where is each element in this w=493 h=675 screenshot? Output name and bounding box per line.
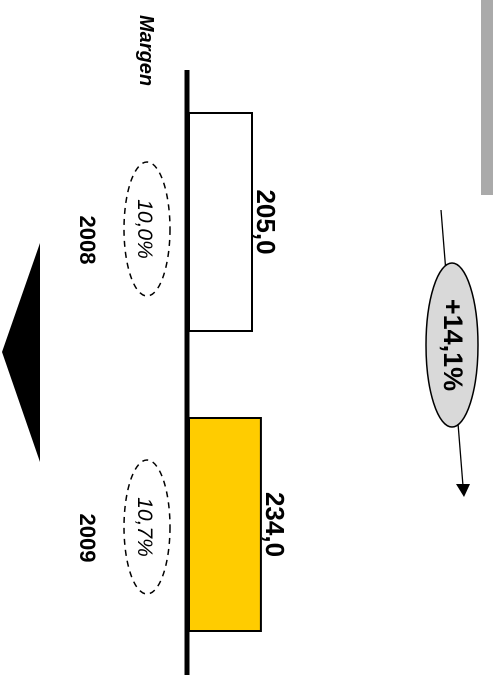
margin-header: Margen bbox=[135, 15, 157, 86]
year-label-2008: 2008 bbox=[75, 216, 100, 265]
change-arrow-head-icon bbox=[456, 484, 470, 497]
bar-2009 bbox=[188, 417, 262, 632]
bar-value-label-2008: 205,0 bbox=[251, 189, 281, 254]
bar-value-label-2009: 234,0 bbox=[260, 492, 290, 557]
year-label-2009: 2009 bbox=[75, 514, 100, 563]
margin-label-2009: 10,7% bbox=[133, 497, 156, 557]
bar-2008 bbox=[188, 112, 253, 332]
direction-triangle-icon bbox=[2, 243, 40, 462]
margin-ellipse-2008 bbox=[123, 161, 171, 297]
change-badge bbox=[425, 262, 479, 428]
margin-label-2008: 10,0% bbox=[133, 199, 156, 259]
margin-ellipse-2009 bbox=[123, 459, 171, 595]
change-label: +14,1% bbox=[438, 299, 468, 391]
side-strip bbox=[481, 0, 493, 195]
